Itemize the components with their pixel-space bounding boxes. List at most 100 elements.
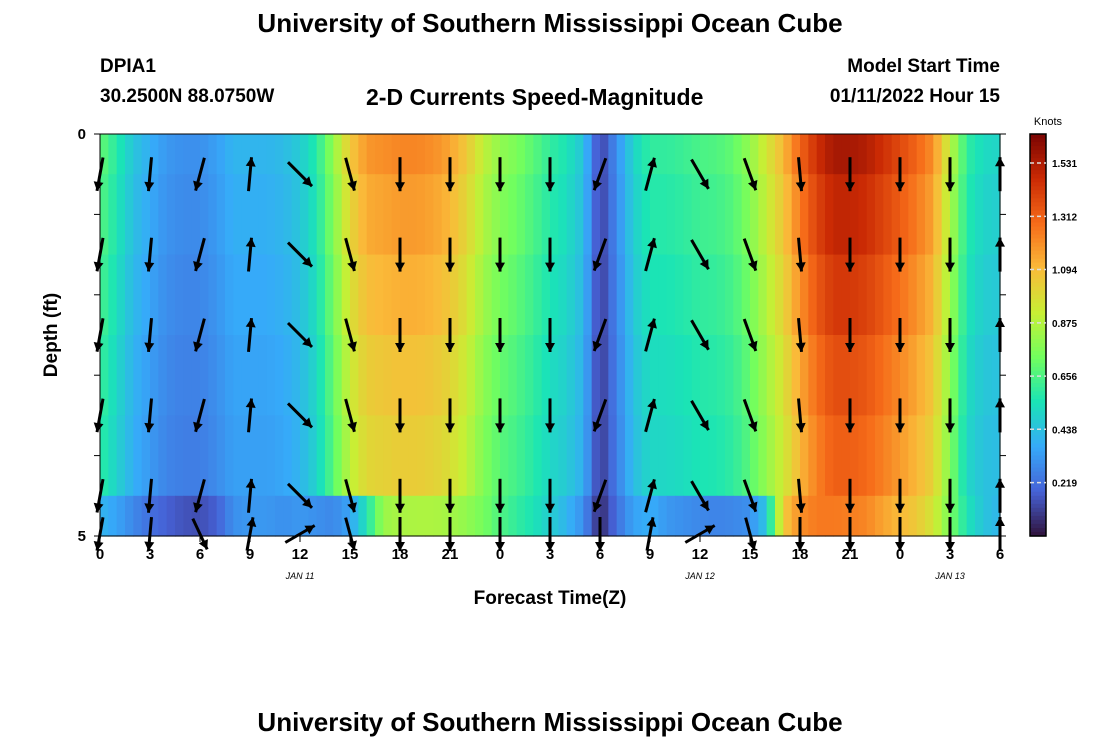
- colorbar-tick-label: 1.094: [1052, 265, 1077, 276]
- heatmap-cell: [850, 415, 859, 497]
- heatmap-cell: [991, 134, 1001, 175]
- heatmap-cell: [791, 174, 801, 256]
- colorbar-segment: [1030, 367, 1046, 372]
- colorbar-segment: [1030, 411, 1046, 416]
- heatmap-cell: [150, 415, 159, 497]
- heatmap-cell: [850, 134, 859, 175]
- x-tick-label: 9: [246, 546, 254, 563]
- heatmap-cell: [650, 174, 659, 256]
- colorbar-segment: [1030, 230, 1046, 236]
- heatmap-cell: [425, 134, 434, 175]
- heatmap-cell: [533, 174, 543, 256]
- heatmap-cell: [433, 415, 443, 497]
- colorbar-segment: [1030, 431, 1046, 437]
- current-vector: [845, 157, 855, 192]
- heatmap-cell: [741, 335, 751, 416]
- heatmap-cell: [225, 335, 234, 416]
- heatmap-cell: [600, 254, 609, 336]
- heatmap-cell: [683, 254, 693, 336]
- heatmap-cell: [558, 254, 568, 336]
- heatmap-cell: [933, 415, 943, 497]
- heatmap-cell: [666, 254, 676, 336]
- heatmap-cell: [625, 174, 634, 256]
- colorbar-segment: [1030, 483, 1046, 489]
- colorbar-segment: [1030, 270, 1046, 276]
- heatmap-cell: [875, 174, 884, 256]
- heatmap-cell: [966, 174, 976, 256]
- heatmap-cell: [916, 335, 926, 416]
- heatmap-cell: [666, 495, 676, 537]
- heatmap-cell: [216, 495, 226, 537]
- heatmap-cell: [866, 174, 876, 256]
- heatmap-cell: [808, 415, 818, 497]
- heatmap-cell: [391, 415, 401, 497]
- heatmap-cell: [350, 174, 359, 256]
- heatmap-cell: [741, 254, 751, 336]
- heatmap-cell: [216, 415, 226, 497]
- heatmap-cell: [533, 254, 543, 336]
- heatmap-cell: [575, 335, 584, 416]
- heatmap-cell: [166, 134, 176, 175]
- heatmap-cell: [733, 495, 743, 537]
- heatmap-cell: [308, 134, 318, 175]
- heatmap-cell: [925, 415, 934, 497]
- x-tick-label: 6: [196, 546, 204, 563]
- heatmap-cell: [191, 495, 201, 537]
- colorbar-segment: [1030, 339, 1046, 344]
- heatmap-cell: [525, 415, 534, 497]
- current-vector: [245, 398, 256, 433]
- heatmap-cell: [958, 415, 968, 497]
- heatmap-cell: [166, 174, 176, 256]
- heatmap-cell: [225, 495, 234, 537]
- heatmap-cell: [458, 254, 468, 336]
- current-vector: [144, 398, 155, 433]
- x-tick-label: 15: [342, 546, 359, 563]
- current-vector: [945, 398, 955, 433]
- heatmap-cell: [141, 174, 151, 256]
- heatmap-cell: [666, 415, 676, 497]
- heatmap-cell: [541, 415, 551, 497]
- heatmap-cell: [883, 335, 893, 416]
- heatmap-cell: [975, 254, 984, 336]
- heatmap-cell: [300, 335, 309, 416]
- colorbar-segment: [1030, 487, 1046, 493]
- current-vector: [193, 237, 206, 272]
- heatmap-cell: [841, 134, 851, 175]
- heatmap-cell: [425, 495, 434, 537]
- heatmap-cell: [891, 335, 901, 416]
- colorbar-segment: [1030, 242, 1046, 248]
- current-vector: [193, 318, 206, 352]
- heatmap-cell: [325, 415, 334, 497]
- heatmap-cell: [441, 254, 451, 336]
- heatmap-cell: [500, 415, 509, 497]
- heatmap-cell: [175, 174, 184, 256]
- heatmap-cell: [325, 335, 334, 416]
- colorbar-segment: [1030, 467, 1046, 473]
- heatmap-cell: [816, 495, 826, 537]
- heatmap-cell: [641, 174, 651, 256]
- colorbar-segment: [1030, 138, 1046, 143]
- current-vector: [845, 478, 855, 513]
- colorbar-segment: [1030, 471, 1046, 477]
- x-tick-label: 15: [742, 546, 759, 563]
- heatmap-cell: [783, 174, 793, 256]
- heatmap-cell: [350, 415, 359, 497]
- current-vector: [795, 478, 806, 513]
- x-axis: 0 3 6 9 12 15 18 21 0 3 6 9 12 15 18 21 0 3 6: [96, 536, 1004, 563]
- colorbar-segment: [1030, 298, 1046, 304]
- heatmap-cell: [791, 134, 801, 175]
- heatmap-cell: [883, 495, 893, 537]
- heatmap-cell: [525, 495, 534, 537]
- heatmap-cell: [191, 174, 201, 256]
- heatmap-cell: [741, 495, 751, 537]
- heatmap-cell: [683, 134, 693, 175]
- heatmap-cell: [358, 254, 368, 336]
- current-vector: [690, 480, 710, 512]
- heatmap-cell: [725, 415, 734, 497]
- colorbar-segment: [1030, 459, 1046, 465]
- heatmap-cell: [483, 134, 493, 175]
- colorbar-segment: [1030, 423, 1046, 429]
- heatmap-cell: [600, 495, 609, 537]
- heatmap-cell: [575, 415, 584, 497]
- heatmap-cell: [508, 495, 518, 537]
